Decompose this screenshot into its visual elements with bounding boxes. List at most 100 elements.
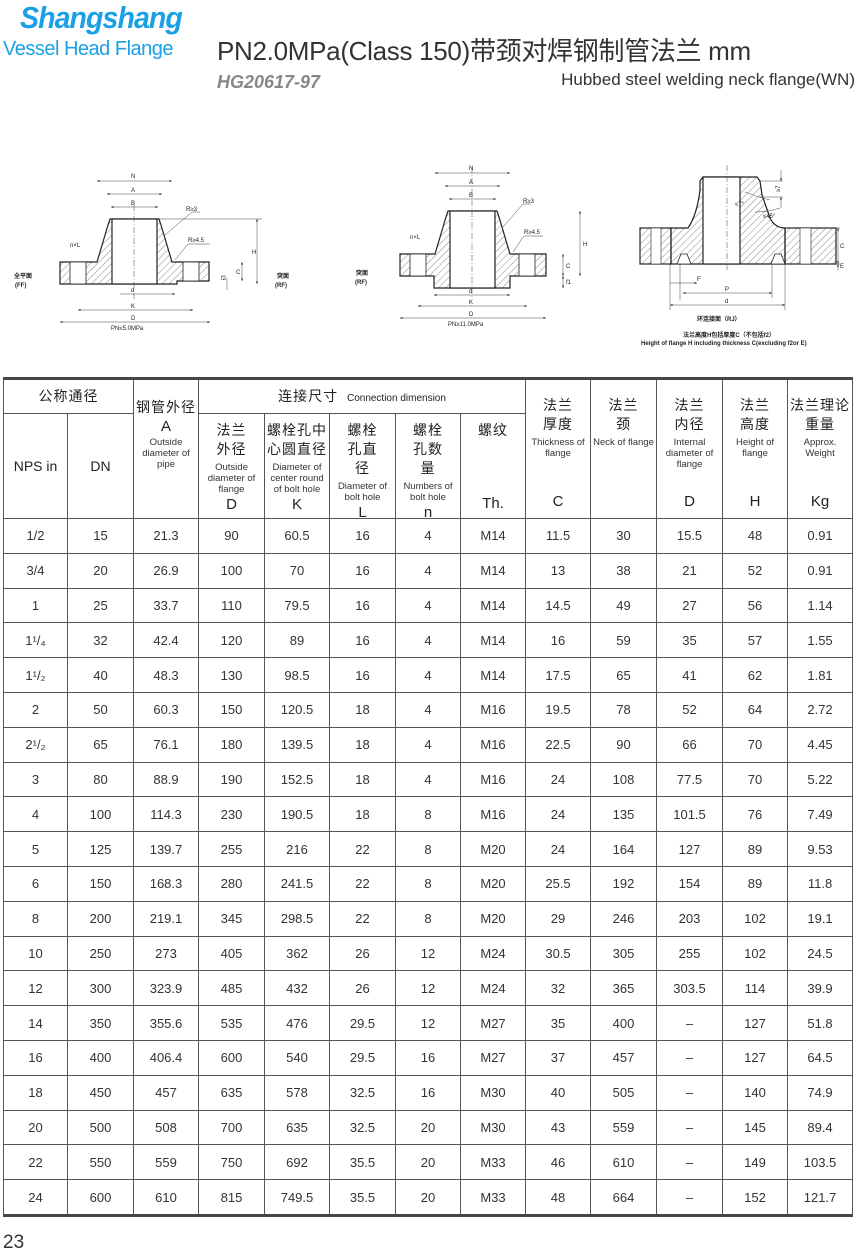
table-cell: 406.4 [133,1039,199,1076]
dim-d-label: d [131,288,134,294]
table-cell: 16 [395,1039,461,1076]
ff-label-en: (FF) [15,283,26,289]
table-cell: 22 [329,900,396,937]
table-cell: 355.6 [133,1005,199,1041]
table-cell: 3/4 [3,552,68,589]
table-cell: 10 [3,935,68,972]
header-symbol: D [684,493,695,510]
header-en: Neck of flange [593,437,654,448]
table-cell: 20 [395,1179,461,1216]
table-cell: 18 [329,691,396,728]
table-cell: M14 [459,587,527,624]
table-cell: 41 [656,657,724,693]
flange-drawings: N A B R≥3 R≥4.5 n×L H C f2 d K D PN≤5.0M… [13,165,845,347]
table-cell: M27 [459,1005,527,1041]
header-zh: 螺栓孔直径 [347,421,378,476]
table-cell: 35 [525,1005,592,1041]
table-cell: 40 [525,1074,592,1111]
table-cell: 8 [3,900,68,937]
table-cell: 405 [198,935,265,972]
table-cell: 5.22 [787,761,854,798]
dim-n-label: N [469,166,473,172]
table-cell: 89 [264,622,330,659]
table-cell: 600 [67,1179,134,1216]
table-cell: 48 [722,518,789,554]
table-cell: 241.5 [264,865,330,902]
table-cell: 101.5 [656,796,724,833]
page-title: PN2.0MPa(Class 150)带颈对焊钢制管法兰 mm [217,36,751,66]
table-cell: M14 [459,622,527,659]
table-cell: 16 [329,622,396,659]
table-cell: 4 [395,691,461,728]
table-cell: M14 [459,657,527,693]
header-col: 法兰理论重量 Approx. Weight Kg [787,378,854,519]
header-en: Numbers of bolt hole [403,480,453,503]
radius-3-label: R≥3 [186,207,198,213]
table-cell: 12 [395,935,461,972]
rf-label: 突面 [356,269,368,277]
header-col: 法兰颈 Neck of flange [590,378,658,519]
table-cell: 139.7 [133,831,199,867]
table-cell: 79.5 [264,587,330,624]
page-subtitle: Hubbed steel welding neck flange(WN) [561,70,855,89]
table-row: 8 200 219.1 345 298.5 22 8 M20 29 246 203 102 19.1 [3,900,854,937]
header-symbol: L [358,503,367,521]
table-cell: 192 [590,865,658,902]
table-cell: 48.3 [133,657,199,693]
table-cell: 476 [264,1005,330,1041]
table-row: 2¹/₂ 65 76.1 180 139.5 18 4 M16 22.5 90 66 70 4.45 [3,726,854,763]
table-cell: 152 [722,1179,789,1216]
table-cell: 273 [133,935,199,972]
table-cell: – [656,1179,724,1216]
table-cell: 17.5 [525,657,592,693]
table-cell: 27 [656,587,724,624]
table-cell: 24 [525,796,592,833]
bolt-hole-label: n×L [410,235,421,241]
table-cell: 600 [198,1039,265,1076]
table-cell: 280 [198,865,265,902]
table-cell: 88.9 [133,761,199,798]
table-cell: 65 [590,657,658,693]
table-cell: 255 [656,935,724,972]
table-cell: 46 [525,1144,592,1181]
table-cell: 150 [67,865,134,902]
table-cell: 149 [722,1144,789,1181]
dim-f-label: f1 [566,280,572,286]
flange-dimension-table: 公称通径 钢管外径 A Outside diameter of pipe 连接尺… [3,377,854,1217]
table-cell: 70 [264,552,330,589]
header-en: Height of flange [736,437,775,459]
table-row: 4 100 114.3 230 190.5 18 8 M16 24 135 101.5 76 7.49 [3,796,854,833]
radius-45-label: R≥4.5 [188,238,205,244]
table-cell: 98.5 [264,657,330,693]
table-cell: 200 [67,900,134,937]
table-cell: 0.91 [787,518,854,554]
table-cell: M16 [459,796,527,833]
table-cell: 24 [3,1179,68,1216]
table-cell: 4 [395,726,461,763]
table-cell: 1 [3,587,68,624]
header-nps: NPS in [3,413,68,519]
table-cell: 18 [329,726,396,763]
table-cell: 78 [590,691,658,728]
table-cell: 16 [329,552,396,589]
drawing-rj: ≥7 ≤7° ≤45° C E F P d 环连接面（RJ） 法兰高度H包括厚度… [639,165,845,347]
table-row: 2 50 60.3 150 120.5 18 4 M16 19.5 78 52 64 2.72 [3,691,854,728]
table-cell: 100 [67,796,134,833]
table-cell: 62 [722,657,789,693]
dim-h-label: H [252,250,256,256]
table-cell: 64 [722,691,789,728]
dim-e-label: E [840,264,844,270]
header-zh: 钢管外径 [136,399,196,415]
table-cell: 30 [590,518,658,554]
table-cell: 114.3 [133,796,199,833]
table-cell: 365 [590,970,658,1007]
table-cell: 749.5 [264,1179,330,1216]
table-cell: 16 [395,1074,461,1111]
table-cell: 16 [329,518,396,554]
dim-outer-d-label: D [131,316,136,322]
dim-b-label: B [469,193,473,199]
header-col: 法兰外径 Outside diameter of flange D [198,413,265,519]
table-cell: 0.91 [787,552,854,589]
table-cell: 450 [67,1074,134,1111]
table-cell: 89.4 [787,1109,854,1146]
